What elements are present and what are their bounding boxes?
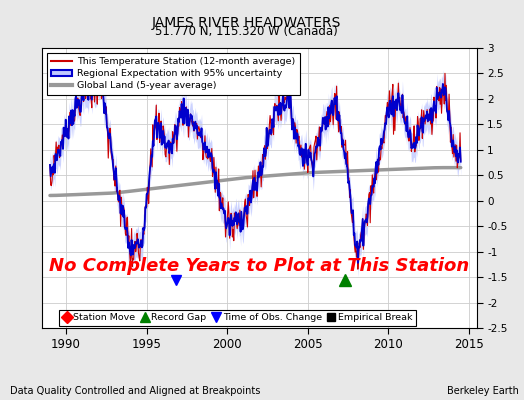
Text: 51.770 N, 115.320 W (Canada): 51.770 N, 115.320 W (Canada) xyxy=(155,25,337,38)
Legend: Station Move, Record Gap, Time of Obs. Change, Empirical Break: Station Move, Record Gap, Time of Obs. C… xyxy=(59,310,416,326)
Text: JAMES RIVER HEADWATERS: JAMES RIVER HEADWATERS xyxy=(151,16,341,30)
Text: No Complete Years to Plot at This Station: No Complete Years to Plot at This Statio… xyxy=(49,258,470,275)
Text: Berkeley Earth: Berkeley Earth xyxy=(447,386,519,396)
Text: Data Quality Controlled and Aligned at Breakpoints: Data Quality Controlled and Aligned at B… xyxy=(10,386,261,396)
